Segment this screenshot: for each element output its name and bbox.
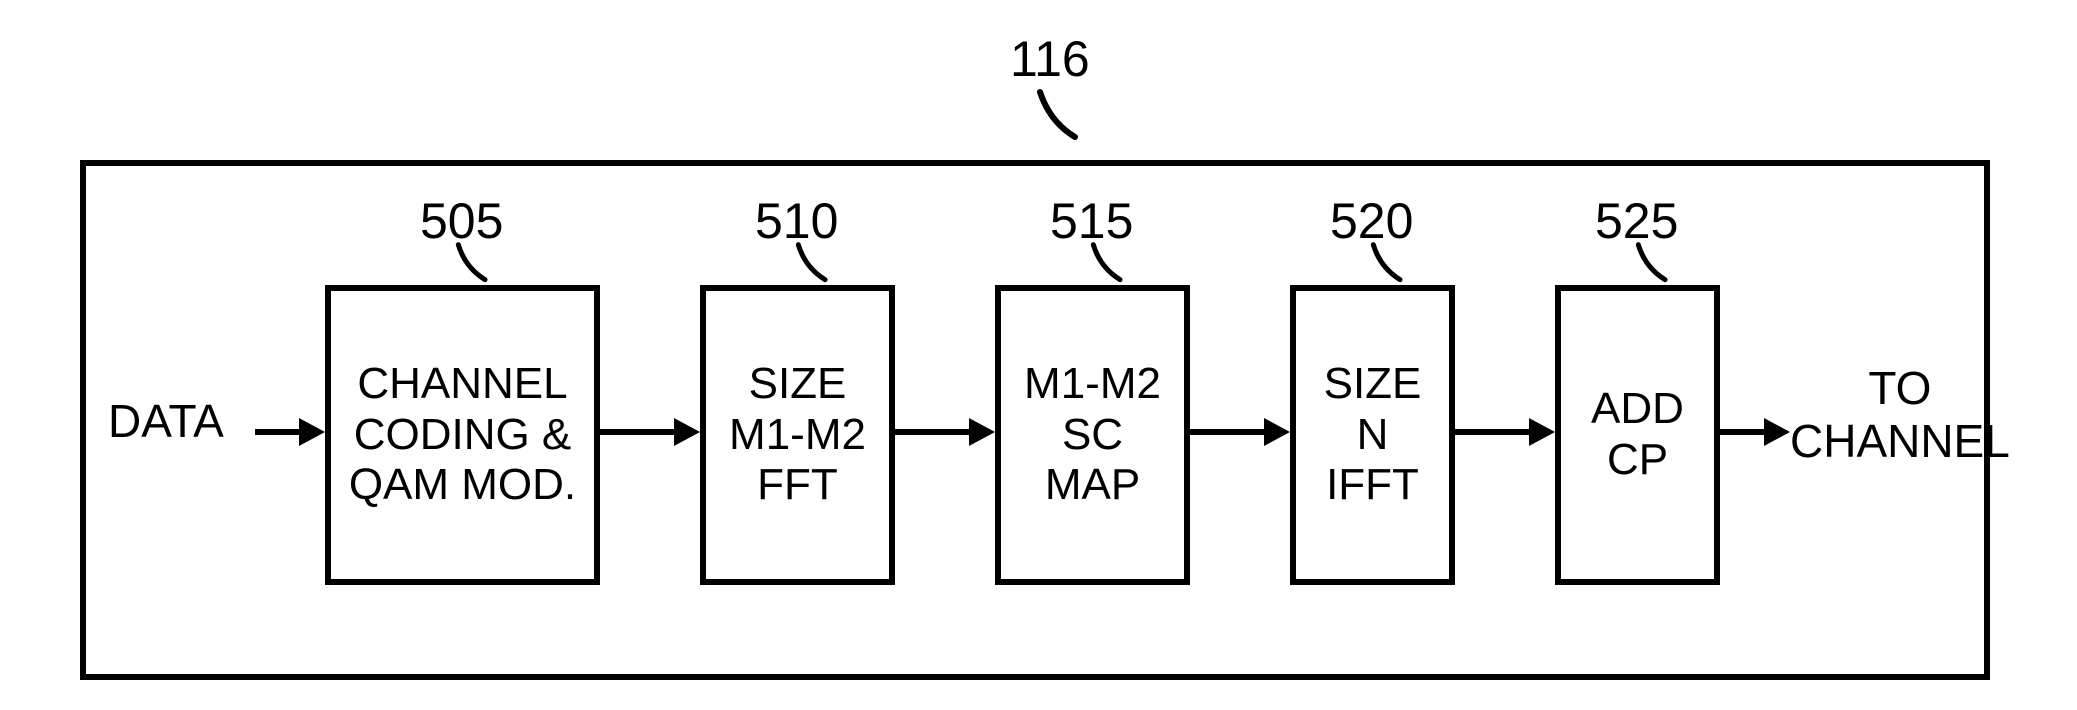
arrow-head-5: [1764, 418, 1790, 446]
block-b515: M1-M2 SC MAP: [995, 285, 1190, 585]
diagram-id-tick: [1030, 82, 1090, 142]
arrow-line-1: [600, 429, 674, 435]
input-label: DATA: [108, 395, 224, 448]
arrow-head-1: [674, 418, 700, 446]
block-b510: SIZE M1-M2 FFT: [700, 285, 895, 585]
block-b520: SIZE N IFFT: [1290, 285, 1455, 585]
block-text-b510: SIZE M1-M2 FFT: [729, 359, 866, 511]
block-text-b520: SIZE N IFFT: [1324, 359, 1422, 511]
block-tick-515: [1085, 238, 1135, 288]
block-b525: ADD CP: [1555, 285, 1720, 585]
block-text-b525: ADD CP: [1591, 384, 1684, 485]
block-tick-510: [790, 238, 840, 288]
arrow-head-4: [1529, 418, 1555, 446]
arrow-line-2: [895, 429, 969, 435]
arrow-line-3: [1190, 429, 1264, 435]
diagram-id-label: 116: [1010, 30, 1090, 88]
arrow-line-4: [1455, 429, 1529, 435]
block-b505: CHANNEL CODING & QAM MOD.: [325, 285, 600, 585]
output-label: TO CHANNEL: [1790, 362, 2010, 468]
diagram-canvas: 116 DATA TO CHANNEL 505CHANNEL CODING & …: [0, 0, 2077, 710]
block-tick-520: [1365, 238, 1415, 288]
block-text-b515: M1-M2 SC MAP: [1024, 359, 1161, 511]
arrow-line-5: [1720, 429, 1764, 435]
arrow-head-2: [969, 418, 995, 446]
block-text-b505: CHANNEL CODING & QAM MOD.: [349, 359, 576, 511]
block-tick-525: [1630, 238, 1680, 288]
arrow-line-0: [255, 429, 299, 435]
arrow-head-0: [299, 418, 325, 446]
block-tick-505: [450, 238, 500, 288]
arrow-head-3: [1264, 418, 1290, 446]
